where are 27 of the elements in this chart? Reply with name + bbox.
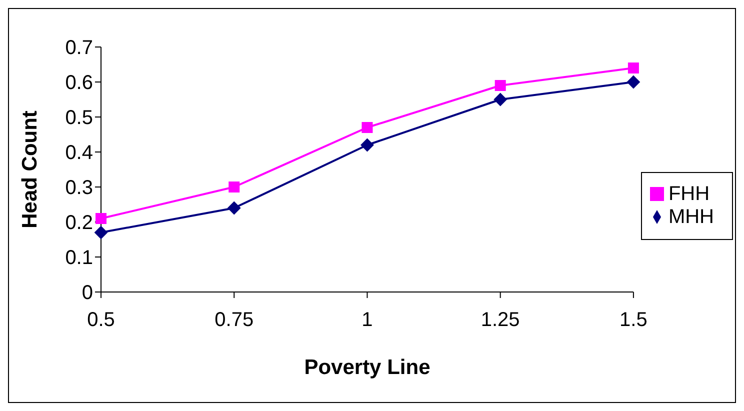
- x-tick-label: 1.25: [480, 309, 520, 332]
- point: [494, 80, 506, 91]
- y-tick-label: 0.1: [65, 247, 93, 270]
- point: [96, 213, 106, 224]
- point: [362, 122, 373, 133]
- point: [628, 62, 639, 74]
- y-tick-label: 0.4: [65, 142, 93, 164]
- y-tick-label: 0: [82, 282, 93, 304]
- point: [494, 93, 507, 106]
- point: [626, 76, 640, 88]
- point: [360, 138, 374, 152]
- y-tick-label: 0.5: [65, 107, 93, 130]
- y-tick-label: 0.3: [65, 177, 93, 200]
- y-tick-label: 0.7: [65, 37, 93, 60]
- y-tick-label: 0.2: [65, 212, 93, 234]
- y-axis-title: Head Count: [18, 110, 42, 228]
- y-tick-label: 0.6: [65, 72, 93, 94]
- point: [228, 202, 241, 214]
- x-tick-label: 0.75: [214, 309, 254, 332]
- x-tick-label: 0.5: [87, 309, 115, 332]
- legend-label: MHH: [668, 206, 714, 228]
- x-tick-label: 1.5: [620, 309, 648, 332]
- legend-label: FHH: [668, 182, 710, 204]
- point: [228, 182, 240, 192]
- x-axis-title: Poverty Line: [304, 356, 430, 379]
- point: [94, 226, 108, 239]
- x-tick-label: 1: [362, 309, 373, 332]
